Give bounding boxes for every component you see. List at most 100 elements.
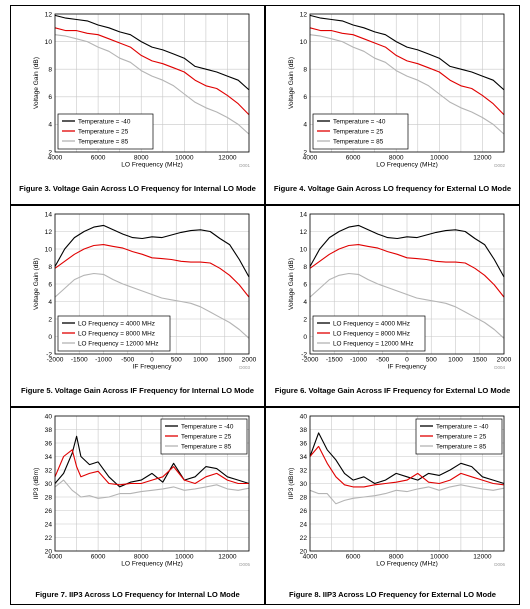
- figure-caption: Figure 5. Voltage Gain Across IF Frequen…: [21, 386, 254, 395]
- figure-tag: D004: [494, 365, 505, 370]
- y-tick-label: 22: [300, 535, 308, 542]
- figure-tag: D006: [494, 562, 505, 567]
- y-tick-label: 20: [300, 548, 308, 555]
- y-tick-label: 6: [48, 94, 52, 101]
- legend-label-2: Temperature = 25: [333, 128, 384, 135]
- x-tick-label: 1000: [448, 357, 463, 364]
- legend-box: [160, 418, 248, 455]
- plot-frame: [54, 415, 250, 552]
- x-tick-label: -1000: [95, 357, 112, 364]
- legend-label-3: LO Frequency = 12000 MHz: [333, 340, 413, 347]
- x-tick-label: 2000: [497, 357, 512, 364]
- y-tick-label: 12: [45, 229, 53, 236]
- x-tick-label: -2000: [47, 357, 64, 364]
- figure-5-cell: -2 0 2 4 6 8 10 12 14 -2000 -1500 -1000 -500 0 500 1000…: [10, 205, 265, 407]
- x-axis-label: IF Frequency: [133, 364, 173, 371]
- y-tick-label: -2: [46, 351, 52, 358]
- y-tick-label: 12: [300, 229, 308, 236]
- y-tick-label: 38: [300, 427, 308, 434]
- legend-label-2: LO Frequency = 8000 MHz: [78, 330, 155, 337]
- series-line-2: [309, 445, 505, 488]
- y-tick-label: 26: [45, 508, 53, 515]
- legend-label-1: Temperature = -40: [181, 423, 234, 430]
- y-tick-label: 8: [303, 264, 307, 271]
- x-tick-label: 8000: [134, 155, 149, 162]
- x-tick-label: 500: [171, 357, 182, 364]
- y-tick-label: 38: [45, 427, 53, 434]
- y-tick-label: 30: [300, 481, 308, 488]
- series-line-3: [309, 272, 505, 339]
- x-tick-label: -1000: [350, 357, 367, 364]
- x-tick-label: 10000: [430, 554, 449, 561]
- series-line-2: [54, 244, 250, 298]
- y-tick-label: 4: [303, 299, 307, 306]
- legend-label-3: Temperature = 85: [333, 138, 384, 145]
- series-line-3: [54, 272, 250, 339]
- x-tick-label: 8000: [389, 554, 404, 561]
- legend-label-2: Temperature = 25: [436, 433, 487, 440]
- y-tick-label: 32: [45, 467, 53, 474]
- x-tick-label: 2000: [242, 357, 257, 364]
- x-tick-label: 8000: [134, 554, 149, 561]
- plot-frame: [54, 13, 250, 153]
- legend-box: [312, 315, 426, 352]
- y-tick-label: 12: [300, 11, 308, 18]
- y-tick-label: 10: [300, 246, 308, 253]
- y-tick-label: 24: [300, 521, 308, 528]
- y-tick-label: 8: [48, 264, 52, 271]
- y-tick-label: 2: [303, 316, 307, 323]
- legend-label-3: LO Frequency = 12000 MHz: [78, 340, 158, 347]
- y-tick-label: 24: [45, 521, 53, 528]
- legend-label-1: Temperature = -40: [333, 118, 386, 125]
- y-tick-label: 8: [303, 67, 307, 74]
- series-line-1: [309, 14, 505, 91]
- plot-frame: [309, 213, 505, 355]
- y-tick-label: 40: [300, 413, 308, 420]
- figure-tag: D002: [494, 163, 505, 168]
- y-axis-label: Voltage Gain (dB): [288, 258, 295, 310]
- y-tick-label: 0: [303, 334, 307, 341]
- legend-label-3: Temperature = 85: [436, 443, 487, 450]
- legend-label-2: Temperature = 25: [78, 128, 129, 135]
- figure-7-cell: 20 22 24 26 28 30 32 34 36 38 40 4000 6000 8000 10000 1…: [10, 407, 265, 605]
- x-tick-label: -500: [121, 357, 135, 364]
- series-line-1: [309, 432, 505, 485]
- x-tick-label: 12000: [473, 554, 492, 561]
- y-tick-label: 10: [45, 39, 53, 46]
- figure-tag: D003: [239, 365, 250, 370]
- legend-label-1: Temperature = -40: [436, 423, 489, 430]
- y-tick-label: 14: [300, 211, 308, 218]
- iip3-vs-lo-freq-external-chart: 20 22 24 26 28 30 32 34 36 38 40 4000 6000 8000 10000 1…: [288, 413, 505, 567]
- x-tick-label: 10000: [175, 554, 194, 561]
- figure-caption: Figure 4. Voltage Gain Across LO frequen…: [273, 184, 512, 193]
- series-line-3: [309, 34, 505, 135]
- y-tick-label: 8: [48, 67, 52, 74]
- y-tick-label: 34: [300, 454, 308, 461]
- series-line-1: [54, 435, 250, 488]
- y-tick-label: 36: [45, 440, 53, 447]
- x-tick-label: 6000: [91, 155, 106, 162]
- x-tick-label: 6000: [91, 554, 106, 561]
- plot-frame: [309, 415, 505, 552]
- plot-frame: [54, 213, 250, 355]
- y-tick-label: 20: [45, 548, 53, 555]
- series-line-1: [54, 14, 250, 91]
- series-line-2: [54, 27, 250, 116]
- x-tick-label: 10000: [175, 155, 194, 162]
- y-tick-label: 0: [48, 334, 52, 341]
- x-tick-label: 0: [150, 357, 154, 364]
- y-axis-label: Voltage Gain (dB): [288, 57, 295, 109]
- y-tick-label: 28: [45, 494, 53, 501]
- x-tick-label: 1500: [472, 357, 487, 364]
- figure-3-cell: 2 4 6 8 10 12 4000 6000 8000 10000 12000 LO Frequen…: [10, 5, 265, 205]
- figure-caption: Figure 3. Voltage Gain Across LO Frequen…: [19, 184, 256, 193]
- y-tick-label: 2: [303, 149, 307, 156]
- legend-box: [57, 315, 171, 352]
- y-tick-label: 10: [300, 39, 308, 46]
- legend-label-2: Temperature = 25: [181, 433, 232, 440]
- y-tick-label: 10: [45, 246, 53, 253]
- y-axis-label: Voltage Gain (dB): [33, 258, 40, 310]
- x-tick-label: 4000: [303, 554, 318, 561]
- y-tick-label: 4: [48, 122, 52, 129]
- voltage-gain-vs-if-freq-external-chart: -2 0 2 4 6 8 10 12 14 -2000 -1500 -1000 -500 0 500 1000…: [288, 211, 512, 370]
